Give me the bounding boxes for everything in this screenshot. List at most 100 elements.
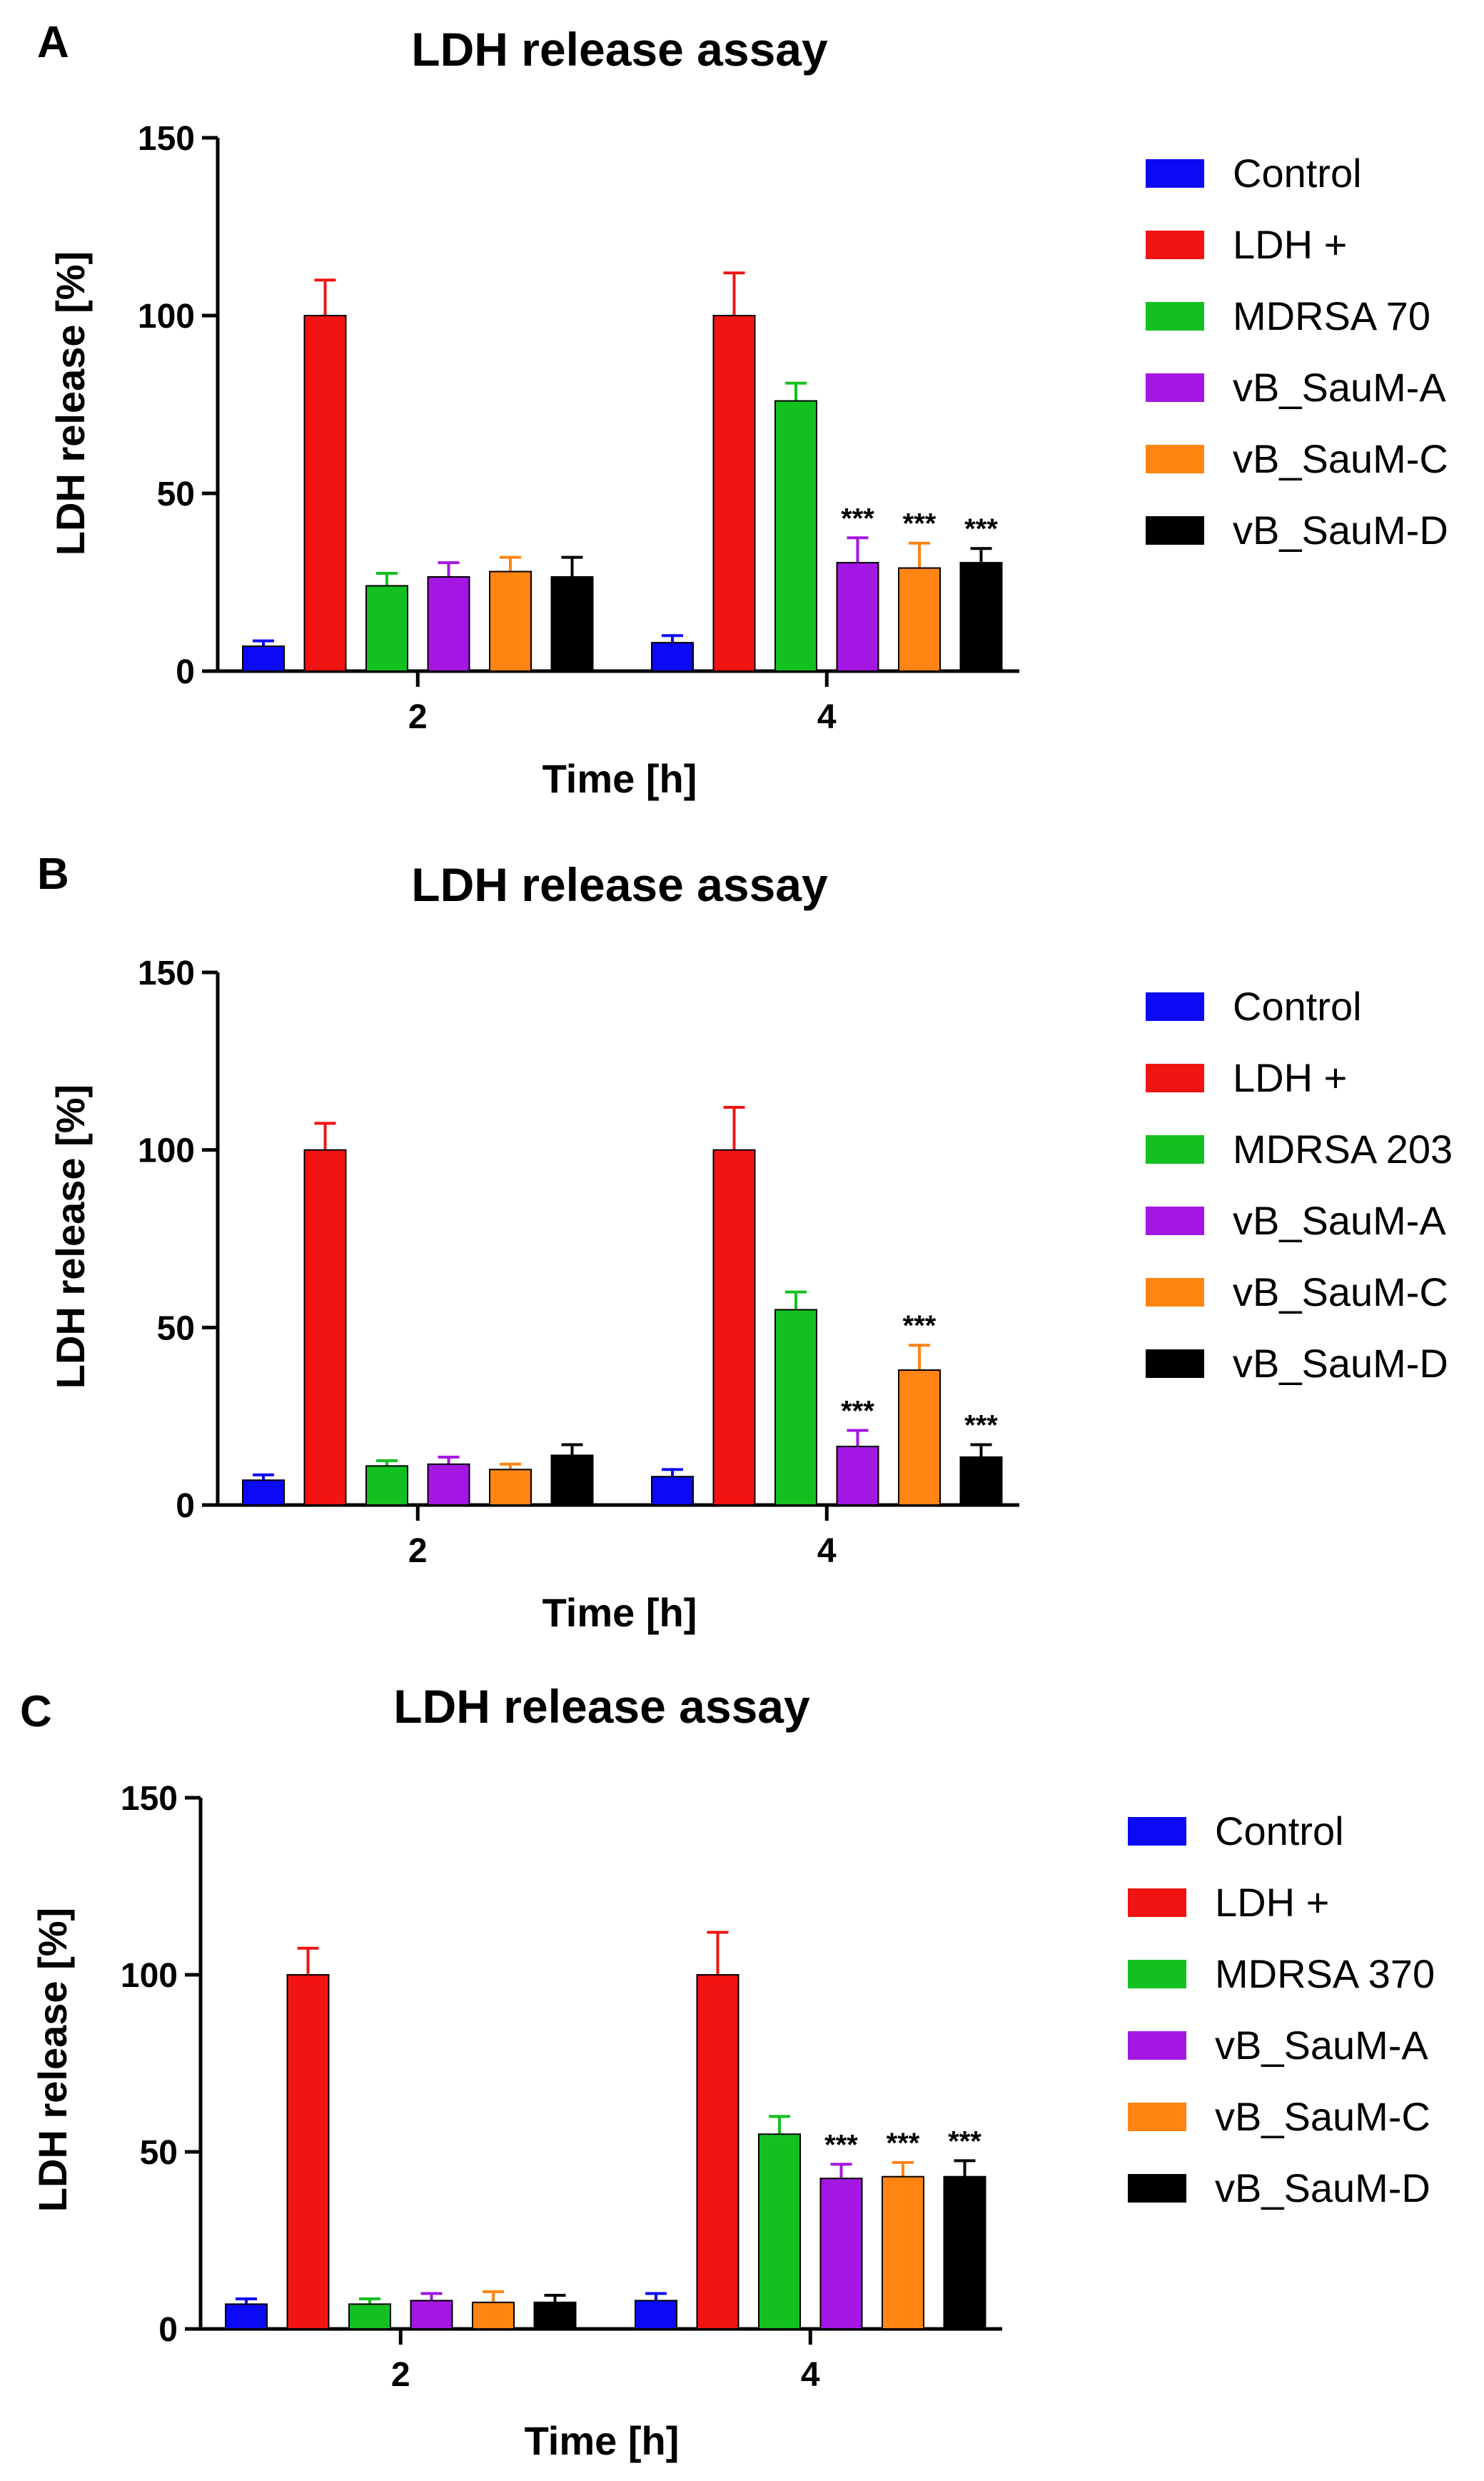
legend-a: Control LDH + MDRSA 70 vB_SauM-A vB_SauM-C vB… [1146, 151, 1448, 553]
significance-label: *** [841, 503, 874, 534]
legend-swatch [1146, 373, 1204, 402]
bar [348, 2303, 391, 2330]
bar [489, 1469, 532, 1506]
significance-label: *** [903, 1310, 937, 1342]
bar [635, 2300, 677, 2330]
legend-label: vB_SauM-C [1215, 2094, 1430, 2139]
legend-label: Control [1215, 1808, 1344, 1853]
legend-swatch [1146, 1135, 1204, 1164]
y-tick-label: 0 [158, 2311, 178, 2349]
bar [286, 1974, 330, 2330]
legend-swatch [1146, 1278, 1204, 1307]
bar [410, 2300, 453, 2330]
legend-label: vB_SauM-D [1233, 508, 1448, 553]
bar [472, 2301, 515, 2330]
legend-swatch [1146, 302, 1204, 331]
bar [427, 1463, 470, 1506]
y-tick-label: 150 [138, 120, 195, 158]
legend-label: vB_SauM-A [1233, 365, 1446, 410]
bar [533, 2301, 577, 2330]
y-tick-label: 50 [157, 1309, 195, 1347]
bar [427, 576, 470, 673]
plot-area-c: 0 50 100 150 2 4 *** *** *** [121, 1780, 1002, 2394]
bar [774, 1309, 817, 1506]
y-axis-title-a: LDH release [%] [48, 251, 93, 555]
bar [242, 1479, 285, 1506]
legend-swatch [1128, 1888, 1186, 1917]
legend-label: vB_SauM-C [1233, 1269, 1448, 1314]
bar [898, 567, 941, 673]
x-axis-title-b: Time [h] [542, 1590, 697, 1635]
legend-swatch [1128, 1817, 1186, 1846]
bar [758, 2133, 801, 2330]
bar [819, 2178, 863, 2330]
bar [651, 1476, 694, 1506]
significance-label: *** [964, 513, 998, 545]
legend-label: MDRSA 370 [1215, 1951, 1435, 1996]
legend-swatch [1128, 2103, 1186, 2131]
bar [959, 562, 1003, 672]
legend-swatch [1146, 1349, 1204, 1378]
x-tick-label: 2 [408, 1532, 428, 1570]
legend-label: vB_SauM-A [1215, 2023, 1428, 2068]
y-tick-label: 50 [140, 2134, 178, 2172]
x-tick-label: 2 [391, 2356, 410, 2394]
bar [303, 315, 347, 672]
chart-title-c: LDH release assay [393, 1680, 810, 1733]
legend-label: MDRSA 203 [1233, 1127, 1453, 1172]
y-tick-label: 100 [121, 1957, 178, 1995]
legend-label: vB_SauM-C [1233, 436, 1448, 481]
y-tick-label: 100 [138, 298, 195, 336]
legend-label: Control [1233, 151, 1362, 196]
chart-panel-c: C LDH release assay LDH release [%] Time… [20, 1680, 1435, 2463]
bar [712, 315, 756, 672]
bar [550, 576, 594, 673]
bar [898, 1369, 941, 1506]
bar [882, 2175, 924, 2330]
x-tick-label: 4 [817, 698, 837, 736]
bar [959, 1456, 1003, 1506]
significance-label: *** [841, 1396, 874, 1427]
legend-label: vB_SauM-A [1233, 1198, 1446, 1243]
legend-swatch [1146, 445, 1204, 473]
x-axis-title-a: Time [h] [542, 756, 697, 801]
bar [696, 1974, 740, 2330]
significance-label: *** [903, 508, 937, 540]
bar [651, 642, 694, 672]
bar [774, 400, 817, 673]
legend-b: Control LDH + MDRSA 203 vB_SauM-A vB_SauM-Cv… [1146, 984, 1453, 1386]
chart-title-b: LDH release assay [411, 858, 828, 911]
legend-label: vB_SauM-D [1233, 1341, 1448, 1386]
y-tick-label: 150 [138, 955, 195, 992]
bar [712, 1149, 756, 1506]
chart-panel-b: B LDH release assay LDH release [%] Time… [37, 850, 1453, 1635]
bar [836, 562, 879, 672]
bar [943, 2175, 986, 2330]
bar [365, 585, 408, 672]
bar [303, 1149, 347, 1506]
y-tick-label: 50 [157, 475, 195, 513]
bar [365, 1465, 408, 1506]
bar [836, 1445, 879, 1506]
panel-letter-b: B [37, 850, 69, 899]
legend-swatch [1146, 1064, 1204, 1092]
x-tick-label: 4 [817, 1532, 837, 1570]
x-axis-title-c: Time [h] [525, 2418, 680, 2463]
chart-panel-a: A LDH release assay LDH release [%] Time… [37, 18, 1448, 801]
panel-letter-a: A [37, 18, 69, 67]
significance-label: *** [948, 2125, 981, 2157]
x-tick-label: 4 [801, 2356, 820, 2394]
legend-swatch [1146, 516, 1204, 545]
legend-swatch [1128, 2031, 1186, 2060]
legend-swatch [1146, 231, 1204, 259]
legend-c: Control LDH + MDRSA 370 vB_SauM-A vB_SauM-Cv… [1128, 1808, 1435, 2210]
y-axis-title-c: LDH release [%] [30, 1908, 75, 2212]
plot-area-a: 0 50 100 150 2 4 *** *** *** [138, 120, 1019, 736]
legend-swatch [1146, 159, 1204, 188]
bar [489, 570, 532, 672]
legend-swatch [1146, 992, 1204, 1021]
y-tick-label: 150 [121, 1780, 178, 1818]
legend-label: MDRSA 70 [1233, 293, 1430, 338]
panel-letter-c: C [20, 1687, 52, 1736]
